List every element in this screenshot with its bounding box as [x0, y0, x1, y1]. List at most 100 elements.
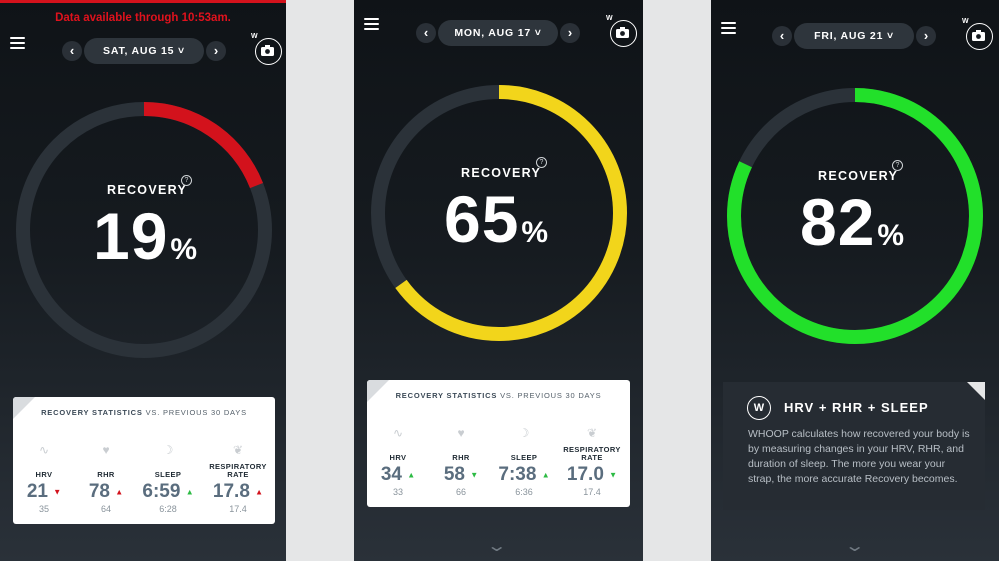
- card-fold: [13, 397, 35, 419]
- next-day-button[interactable]: ›: [206, 41, 226, 61]
- date-selector[interactable]: FRI, AUG 21 ˅: [794, 23, 914, 49]
- stat-value: 34 ▲: [380, 464, 416, 485]
- menu-icon[interactable]: [10, 37, 25, 49]
- date-navigator: ‹ MON, AUG 17 ˅ ›: [416, 20, 580, 46]
- stat-sleep: ☽ SLEEP 6:59 ▲ 6:28: [137, 443, 199, 514]
- heart-icon: ♥: [457, 426, 465, 440]
- recovery-ring: [371, 85, 627, 341]
- prev-day-button[interactable]: ‹: [772, 26, 792, 46]
- ring-progress: [16, 102, 272, 358]
- heartbeat-icon: ∿: [38, 443, 50, 457]
- prev-day-button[interactable]: ‹: [62, 41, 82, 61]
- trend-up-icon: ▲: [541, 470, 550, 480]
- date-label: FRI, AUG 21: [814, 30, 884, 42]
- camera-icon: [261, 45, 274, 56]
- whoop-w-letter: W: [251, 33, 258, 40]
- camera-button[interactable]: W: [962, 18, 993, 50]
- trend-up-icon: ▲: [185, 487, 194, 497]
- stat-rhr: ♥ RHR 58 ▼ 66: [430, 426, 492, 497]
- stat-hrv: ∿ HRV 34 ▲ 33: [367, 426, 429, 497]
- stats-title: RECOVERY STATISTICS VS. PREVIOUS 30 DAYS: [395, 391, 602, 400]
- date-selector[interactable]: MON, AUG 17 ˅: [438, 20, 558, 46]
- camera-button[interactable]: W: [251, 33, 282, 65]
- camera-icon: [616, 27, 629, 38]
- top-alert-line: [0, 0, 286, 3]
- scroll-down-chevron-icon[interactable]: ⌄: [843, 538, 866, 555]
- stat-name: HRV: [389, 453, 407, 462]
- trend-up-icon: ▲: [255, 487, 264, 497]
- stat-name: HRV: [35, 470, 53, 479]
- stat-name: RESPIRATORY RATE: [563, 445, 621, 462]
- recovery-score: 65%: [444, 181, 548, 257]
- stat-previous: 6:36: [515, 487, 533, 497]
- percent-sign: %: [877, 219, 905, 252]
- camera-icon: [972, 30, 985, 41]
- next-day-button[interactable]: ›: [916, 26, 936, 46]
- data-availability-banner: Data available through 10:53am.: [55, 12, 231, 24]
- stat-name: RHR: [452, 453, 470, 462]
- stat-value: 21 ▼: [26, 481, 62, 502]
- help-icon[interactable]: ?: [181, 175, 192, 186]
- trend-up-icon: ▲: [115, 487, 124, 497]
- date-selector[interactable]: SAT, AUG 15 ˅: [84, 38, 204, 64]
- lungs-icon: ❦: [232, 443, 244, 457]
- stat-previous: 17.4: [229, 504, 247, 514]
- stat-name: SLEEP: [510, 453, 538, 462]
- stat-value: 17.0 ▼: [566, 464, 618, 485]
- stat-respiratory-rate: ❦ RESPIRATORY RATE 17.8 ▲ 17.4: [207, 443, 269, 514]
- whoop-w-letter: W: [962, 18, 969, 25]
- stat-value: 7:38 ▲: [498, 464, 550, 485]
- stat-value: 78 ▲: [88, 481, 124, 502]
- stat-value: 58 ▼: [443, 464, 479, 485]
- recovery-label: RECOVERY: [461, 166, 542, 180]
- menu-icon[interactable]: [364, 18, 379, 30]
- recovery-value: 82: [800, 185, 876, 259]
- heartbeat-icon: ∿: [392, 426, 404, 440]
- help-icon[interactable]: ?: [536, 157, 547, 168]
- stat-name: RHR: [97, 470, 115, 479]
- percent-sign: %: [170, 233, 198, 266]
- stat-rhr: ♥ RHR 78 ▲ 64: [75, 443, 137, 514]
- whoop-logo-icon: W: [747, 396, 771, 420]
- trend-up-icon: ▲: [407, 470, 416, 480]
- recovery-value: 65: [444, 182, 520, 256]
- stat-previous: 6:28: [159, 504, 177, 514]
- percent-sign: %: [521, 216, 549, 249]
- recovery-statistics-card: RECOVERY STATISTICS VS. PREVIOUS 30 DAYS…: [367, 380, 630, 507]
- menu-icon[interactable]: [721, 22, 736, 34]
- date-label: SAT, AUG 15: [103, 45, 175, 57]
- stat-sleep: ☽ SLEEP 7:38 ▲ 6:36: [493, 426, 555, 497]
- stat-previous: 35: [38, 504, 49, 514]
- recovery-score: 82%: [800, 184, 904, 260]
- camera-button[interactable]: W: [606, 15, 637, 47]
- stat-respiratory-rate: ❦ RESPIRATORY RATE 17.0 ▼ 17.4: [561, 426, 623, 497]
- trend-down-icon: ▼: [609, 470, 618, 480]
- prev-day-button[interactable]: ‹: [416, 23, 436, 43]
- recovery-screen-aug-15: Data available through 10:53am. ‹ SAT, A…: [0, 0, 286, 561]
- stat-name: SLEEP: [154, 470, 182, 479]
- stat-previous: 17.4: [583, 487, 601, 497]
- recovery-label: RECOVERY: [818, 169, 899, 183]
- trend-down-icon: ▼: [53, 487, 62, 497]
- recovery-ring: [727, 88, 983, 344]
- date-navigator: ‹ FRI, AUG 21 ˅ ›: [772, 23, 936, 49]
- scroll-down-chevron-icon[interactable]: ⌄: [485, 538, 508, 555]
- recovery-score: 19%: [93, 198, 197, 274]
- date-navigator: ‹ SAT, AUG 15 ˅ ›: [62, 38, 226, 64]
- info-body: WHOOP calculates how recovered your body…: [748, 428, 970, 485]
- next-day-button[interactable]: ›: [560, 23, 580, 43]
- stat-value: 17.8 ▲: [212, 481, 264, 502]
- recovery-value: 19: [93, 199, 169, 273]
- lungs-icon: ❦: [586, 426, 598, 440]
- stat-previous: 33: [392, 487, 403, 497]
- chevron-down-icon: ˅: [534, 27, 542, 39]
- chevron-down-icon: ˅: [178, 45, 185, 57]
- stat-hrv: ∿ HRV 21 ▼ 35: [13, 443, 75, 514]
- card-fold: [967, 382, 985, 400]
- date-label: MON, AUG 17: [454, 27, 531, 39]
- stat-name: RESPIRATORY RATE: [209, 462, 267, 479]
- recovery-label: RECOVERY: [107, 183, 188, 197]
- recovery-info-card: W HRV + RHR + SLEEP WHOOP calculates how…: [723, 382, 985, 510]
- card-fold: [367, 380, 389, 402]
- help-icon[interactable]: ?: [892, 160, 903, 171]
